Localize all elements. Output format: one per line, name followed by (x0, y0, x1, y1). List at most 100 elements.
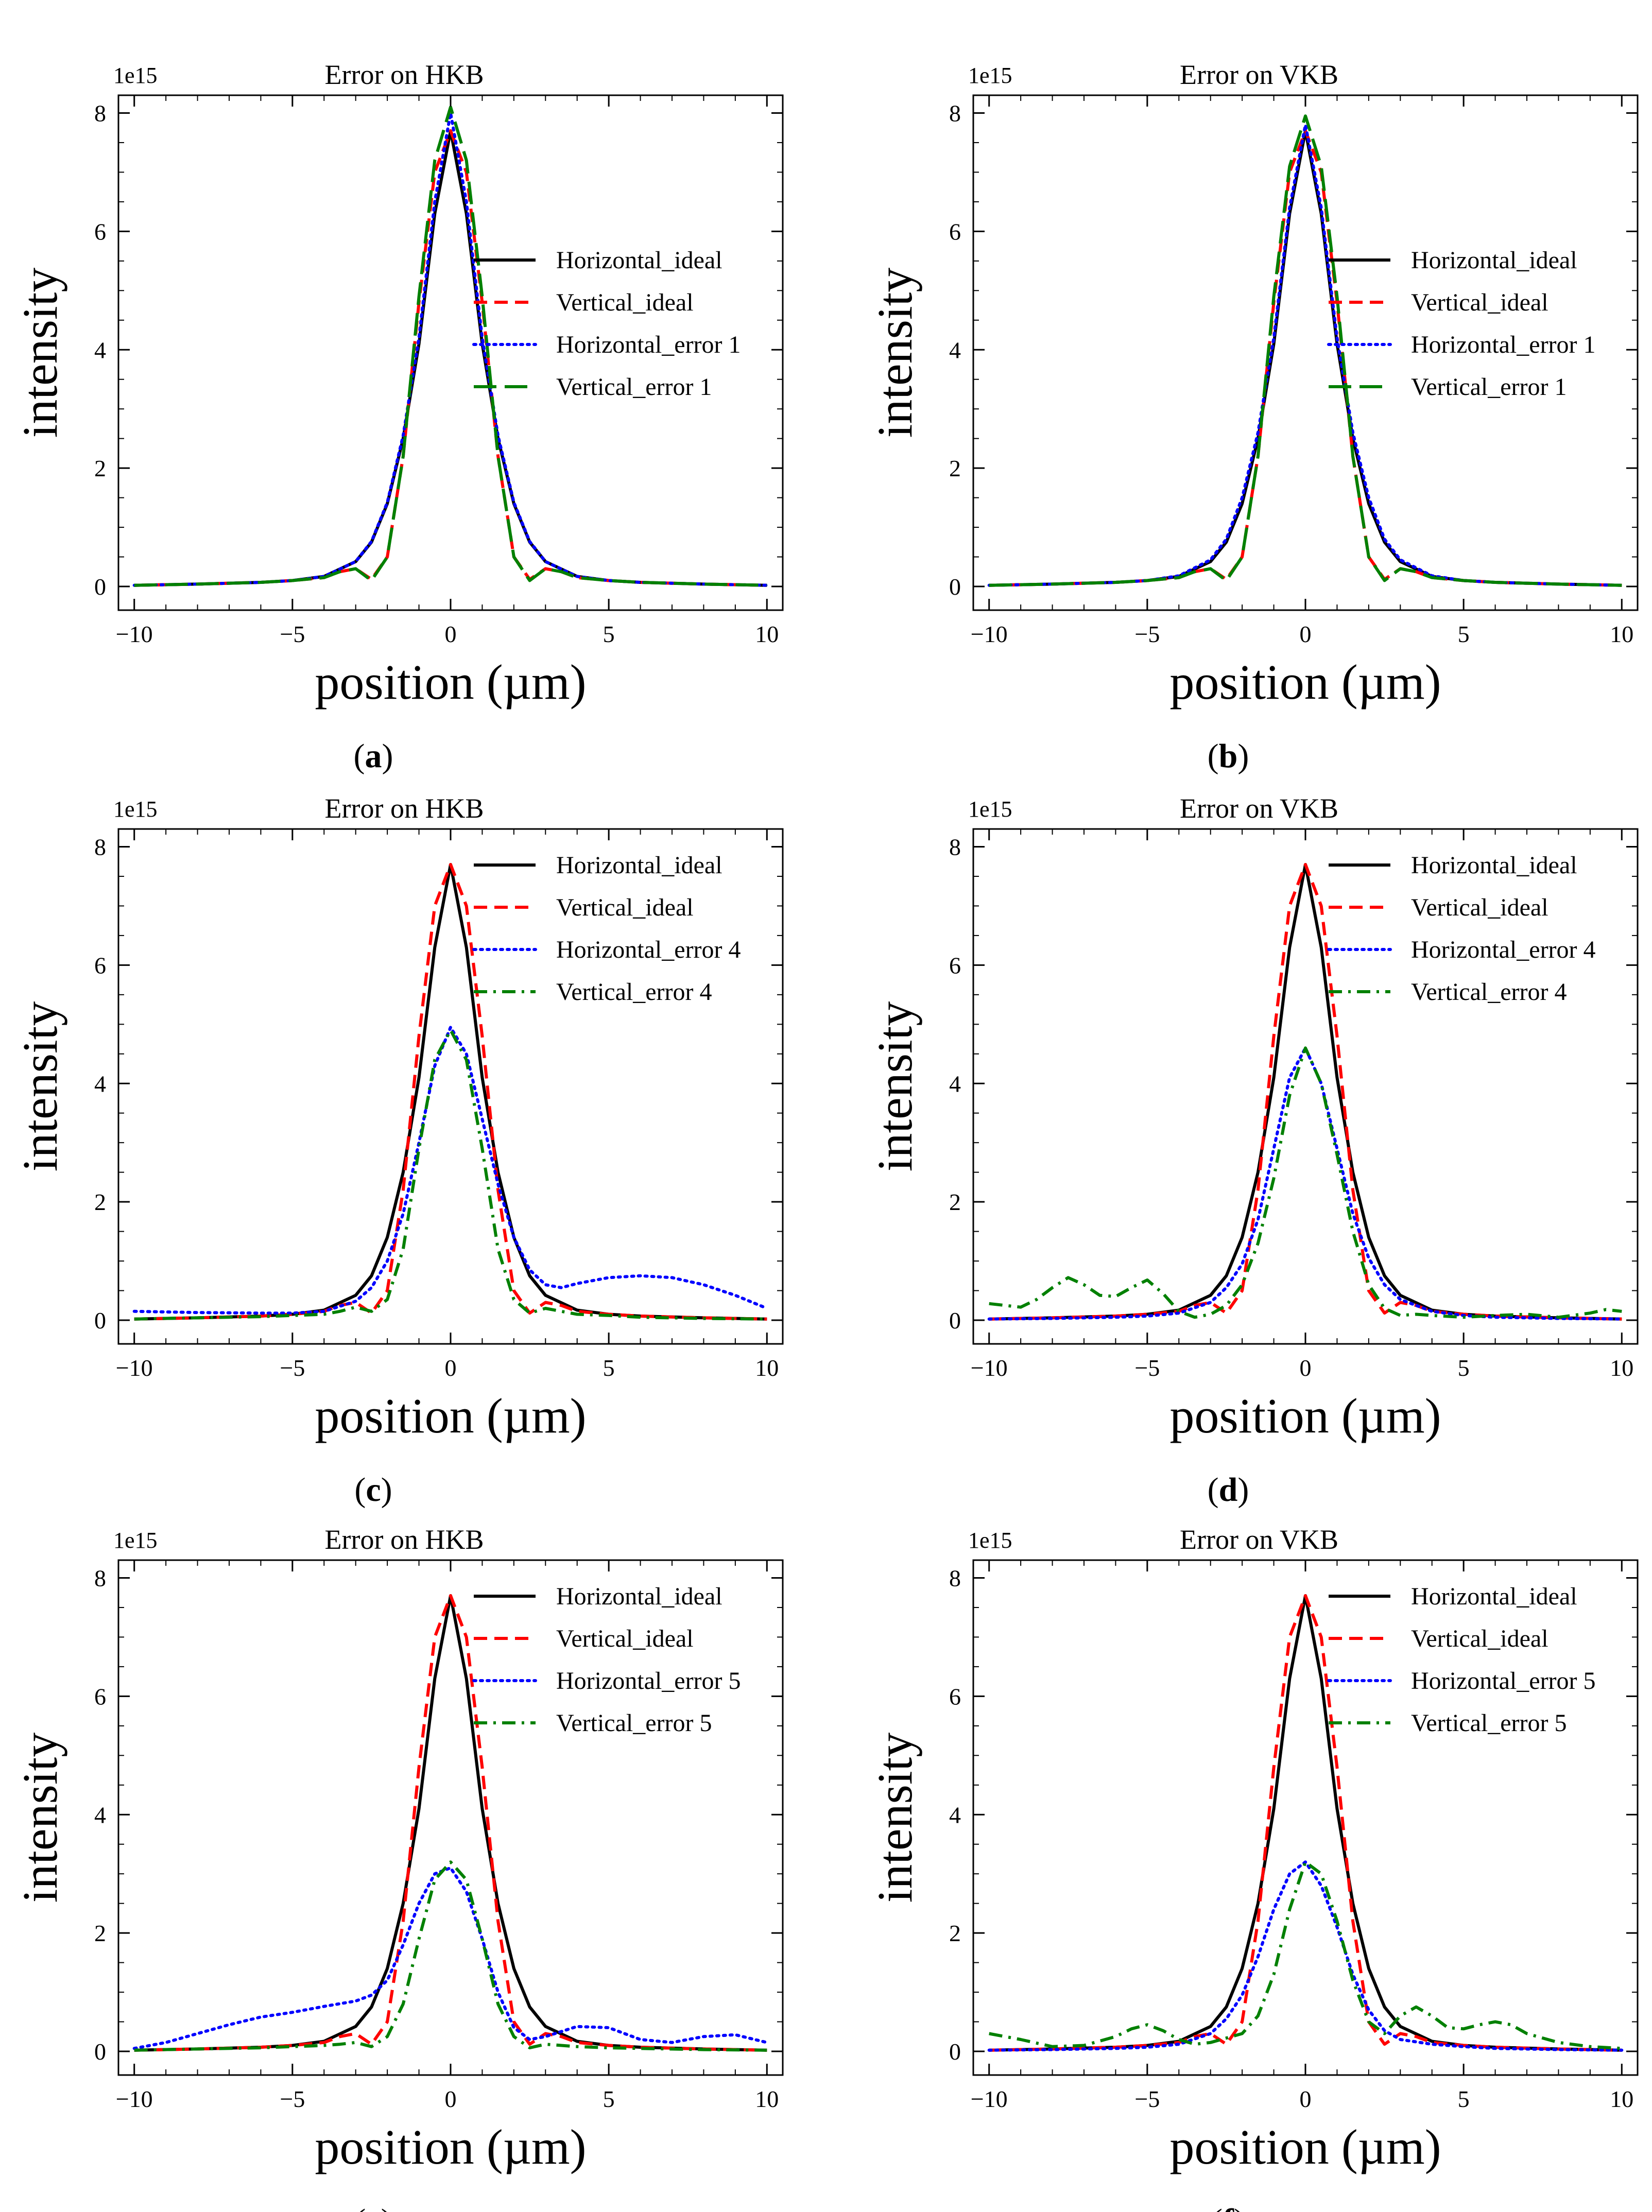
panel-label-open-paren: ( (354, 737, 365, 775)
y-tick-label: 0 (949, 1307, 961, 1334)
y-tick-label: 2 (949, 1920, 961, 1946)
series-line-vertical-ideal (989, 1594, 1622, 2052)
series-line-vertical-error-5 (989, 1860, 1622, 2050)
x-tick-label: −10 (971, 1355, 1008, 1381)
x-tick-label: −5 (280, 2086, 305, 2112)
series-group (987, 114, 1624, 587)
panel-label-close-paren: ) (1237, 737, 1249, 775)
x-tick-label: 5 (1458, 621, 1470, 647)
series-line-vertical-error-1 (134, 106, 767, 587)
panel-label: (c) (354, 1471, 392, 1509)
x-tick-label: 10 (755, 2086, 779, 2112)
x-tick-label: −10 (116, 2086, 153, 2112)
series-line-vertical-error-5 (134, 1860, 767, 2052)
panel-label-open-paren: ( (354, 2202, 366, 2212)
y-tick-label: 0 (94, 2038, 106, 2065)
series-group (132, 1594, 769, 2052)
legend-label: Horizontal_error 4 (1411, 936, 1596, 963)
legend-label: Horizontal_error 5 (1411, 1667, 1596, 1695)
y-tick-label: 8 (94, 1565, 106, 1591)
chart-title: Error on VKB (1180, 793, 1338, 824)
y-tick-label: 4 (94, 1070, 106, 1097)
y-tick-label: 2 (94, 455, 106, 481)
y-tick-label: 2 (94, 1189, 106, 1215)
panel-label-close-paren: ) (381, 2202, 392, 2212)
x-tick-label: 5 (603, 1355, 615, 1381)
panel-label-open-paren: ( (1208, 737, 1219, 775)
y-tick-label: 6 (949, 218, 961, 245)
panel-label: (e) (354, 2202, 392, 2212)
x-tick-label: −5 (1134, 2086, 1160, 2112)
legend-label: Vertical_error 5 (1411, 1709, 1567, 1737)
legend-label: Vertical_error 1 (556, 373, 712, 401)
x-tick-label: 0 (445, 1355, 457, 1381)
series-line-horizontal-error-4 (987, 1046, 1624, 1321)
series-line-vertical-error-4 (134, 1028, 767, 1321)
panel-label: (a) (354, 737, 393, 775)
panel-e: −10 −5 0 5 10 0 2 4 6 8 Error on HKB 1e15 position (… (12, 1524, 784, 2212)
x-tick-label: −5 (1134, 621, 1160, 647)
x-tick-label: 5 (603, 2086, 615, 2112)
legend-label: Vertical_ideal (1411, 289, 1548, 316)
chart-title: Error on HKB (325, 59, 484, 90)
series-line-horizontal-error-4 (132, 1026, 769, 1315)
legend-label: Horizontal_error 1 (556, 331, 741, 358)
panel-label-letter: e (366, 2202, 381, 2212)
chart-title: Error on VKB (1180, 1524, 1338, 1555)
y-tick-label: 0 (949, 2038, 961, 2065)
legend-label: Vertical_error 1 (1411, 373, 1567, 401)
legend-label: Vertical_error 4 (556, 978, 712, 1006)
panel-label-letter: c (366, 1471, 381, 1509)
panel-label-letter: a (365, 737, 382, 775)
y-tick-label: 8 (94, 834, 106, 860)
legend-label: Horizontal_error 5 (556, 1667, 741, 1695)
legend-label: Vertical_ideal (556, 289, 694, 316)
panel-label-close-paren: ) (1237, 1471, 1249, 1509)
x-tick-label: 10 (755, 621, 779, 647)
series-line-horizontal-error-5 (987, 1860, 1624, 2052)
legend-label: Horizontal_error 1 (1411, 331, 1596, 358)
exponent-label: 1e15 (968, 797, 1012, 822)
legend-label: Horizontal_ideal (1411, 247, 1577, 274)
x-axis-label: position (µm) (1169, 1388, 1441, 1443)
y-tick-label: 4 (94, 1802, 106, 1828)
panel-f: −10 −5 0 5 10 0 2 4 6 8 Error on VKB 1e15 position (… (867, 1524, 1639, 2212)
y-tick-label: 4 (94, 337, 106, 363)
chart-title: Error on VKB (1180, 59, 1338, 90)
y-tick-label: 6 (949, 1683, 961, 1709)
x-tick-label: 10 (1610, 2086, 1633, 2112)
x-tick-label: 0 (445, 2086, 457, 2112)
x-tick-label: 10 (1610, 1355, 1633, 1381)
y-tick-label: 0 (949, 574, 961, 600)
y-axis-label: intensity (12, 1733, 67, 1903)
legend-label: Horizontal_error 4 (556, 936, 741, 963)
y-axis-label: intensity (12, 268, 67, 438)
y-tick-label: 0 (94, 574, 106, 600)
chart-title: Error on HKB (325, 1524, 484, 1555)
exponent-label: 1e15 (113, 1528, 158, 1553)
y-tick-label: 6 (949, 952, 961, 978)
x-tick-label: 10 (755, 1355, 779, 1381)
chart-title: Error on HKB (325, 793, 484, 824)
y-tick-label: 0 (94, 1307, 106, 1334)
y-tick-label: 2 (949, 1189, 961, 1215)
series-line-horizontal-ideal (989, 1594, 1622, 2052)
legend-label: Horizontal_ideal (556, 247, 722, 274)
panel-c: −10 −5 0 5 10 0 2 4 6 8 Error on HKB 1e15 position (… (12, 793, 784, 1509)
series-group (987, 863, 1624, 1321)
legend-label: Vertical_error 5 (556, 1709, 712, 1737)
series-line-horizontal-error-1 (987, 123, 1624, 587)
x-tick-label: 5 (1458, 1355, 1470, 1381)
exponent-label: 1e15 (968, 63, 1012, 88)
x-tick-label: −10 (971, 621, 1008, 647)
x-tick-label: 5 (1458, 2086, 1470, 2112)
panel-label-close-paren: ) (1234, 2202, 1245, 2212)
legend-label: Horizontal_ideal (1411, 1583, 1577, 1610)
legend-label: Horizontal_ideal (1411, 852, 1577, 879)
x-tick-label: −5 (1134, 1355, 1160, 1381)
series-line-vertical-ideal (134, 1594, 767, 2052)
legend-label: Vertical_ideal (556, 894, 694, 921)
y-tick-label: 4 (949, 1070, 961, 1097)
series-group (132, 106, 769, 587)
